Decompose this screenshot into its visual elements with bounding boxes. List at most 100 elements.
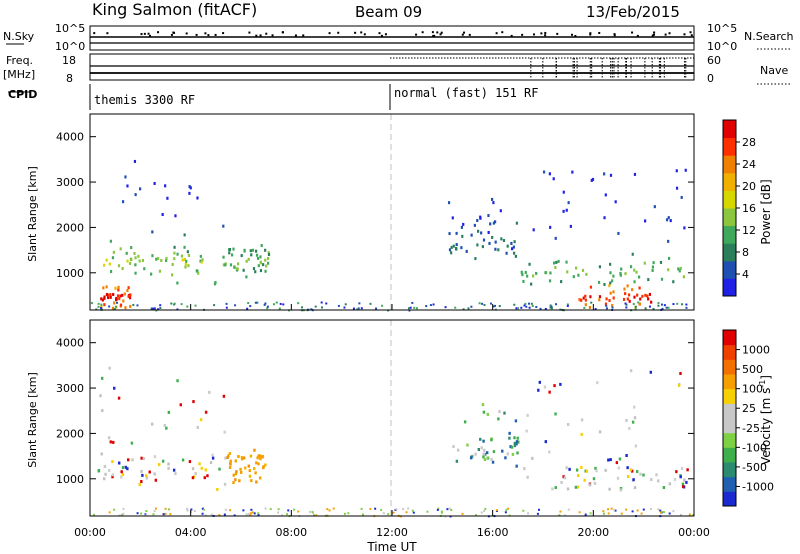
power-cell (492, 305, 495, 308)
noise-mark (613, 34, 616, 37)
power-cell (657, 302, 660, 305)
noise-mark (207, 34, 210, 37)
power-cell (124, 306, 127, 310)
power-cell (117, 264, 121, 268)
power-cell (566, 270, 569, 274)
power-cell (633, 172, 637, 176)
velocity-cell (474, 452, 477, 456)
velocity-cell (626, 466, 629, 470)
cpid-panel: CPID themis 3300 RF normal (fast) 151 RF (8, 84, 539, 110)
power-cell (102, 286, 105, 290)
power-cell (614, 200, 617, 204)
velocity-cell (186, 507, 189, 510)
power-cell (455, 243, 458, 247)
velocity-cell (244, 466, 247, 470)
noise-mark (255, 34, 258, 37)
velocity-cell (566, 487, 570, 491)
power-cell (639, 297, 642, 301)
velocity-cell (144, 474, 148, 478)
velocity-cell (631, 420, 635, 424)
power-cell (100, 297, 103, 301)
velocity-cell (513, 441, 517, 445)
power-cell (588, 306, 592, 310)
power-cell (125, 251, 128, 255)
power-cell (571, 170, 574, 174)
velocity-cell (257, 462, 260, 466)
power-cell (109, 293, 112, 297)
velocity-cell (627, 475, 630, 479)
velocity-cell (526, 413, 529, 417)
velocity-cell (486, 456, 489, 460)
power-cell (151, 254, 154, 258)
power-cell (252, 267, 256, 271)
velocity-cell (602, 512, 605, 515)
velocity-cell (632, 478, 635, 482)
velocity-cell (100, 452, 103, 456)
power-cell (682, 275, 685, 279)
power-cell (113, 301, 116, 305)
power-cell (161, 213, 164, 217)
noise-mark (380, 34, 383, 37)
noise-mark (589, 33, 592, 36)
nsearch-label: N.Search (744, 30, 794, 43)
velocity-cell (229, 459, 232, 463)
velocity-cell (631, 510, 634, 513)
noise-mark (157, 31, 160, 34)
velocity-cell (249, 514, 252, 517)
velocity-cell (523, 467, 526, 471)
velocity-cell (186, 509, 189, 512)
velocity-cell (568, 467, 571, 471)
velocity-colorbar-tick: -1000 (742, 480, 774, 493)
velocity-cell (124, 465, 128, 469)
power-cell (580, 298, 583, 302)
velocity-cell (595, 469, 598, 473)
power-cell (126, 184, 129, 188)
velocity-cell (255, 480, 258, 484)
noise-mark (172, 31, 175, 34)
velocity-cell (536, 512, 539, 515)
power-cell (151, 307, 154, 310)
power-cell (454, 306, 457, 309)
noise-mark (354, 31, 357, 34)
noise-mark (510, 34, 513, 37)
power-cell (494, 240, 497, 244)
velocity-cell (531, 456, 534, 460)
velocity-cell (482, 455, 485, 459)
velocity-colorbar-segment (723, 388, 736, 404)
power-cell (577, 273, 580, 277)
power-cell (535, 306, 538, 309)
power-cell (183, 233, 186, 237)
xaxis-label: Time UT (366, 540, 417, 554)
velocity-cell (580, 418, 584, 422)
velocity-cell (485, 451, 489, 455)
power-cell (487, 230, 490, 234)
power-cell (608, 284, 611, 288)
velocity-cell (679, 475, 682, 479)
power-cell (112, 250, 115, 254)
power-cell (105, 258, 108, 262)
power-cell (107, 293, 110, 297)
power-cell (375, 307, 378, 310)
velocity-cell (121, 513, 124, 516)
velocity-cell (553, 384, 556, 388)
power-cell (524, 302, 527, 305)
velocity-cell (387, 513, 390, 516)
power-cell (532, 228, 535, 232)
velocity-colorbar-segment (723, 418, 736, 434)
noise-mark (421, 31, 424, 34)
velocity-cell (199, 418, 203, 422)
power-cell (264, 269, 267, 273)
power-ytick-label: 3000 (56, 176, 84, 189)
power-cell (562, 190, 565, 194)
power-cell (251, 248, 255, 252)
power-cell (187, 253, 191, 257)
velocity-cell (672, 510, 675, 513)
velocity-cell (567, 508, 570, 511)
velocity-cell (642, 508, 645, 511)
noise-mark (106, 32, 109, 35)
power-cell (246, 307, 249, 310)
power-cell (604, 302, 608, 306)
velocity-cell (551, 487, 554, 491)
power-cell (343, 306, 346, 309)
velocity-cell (436, 508, 439, 511)
